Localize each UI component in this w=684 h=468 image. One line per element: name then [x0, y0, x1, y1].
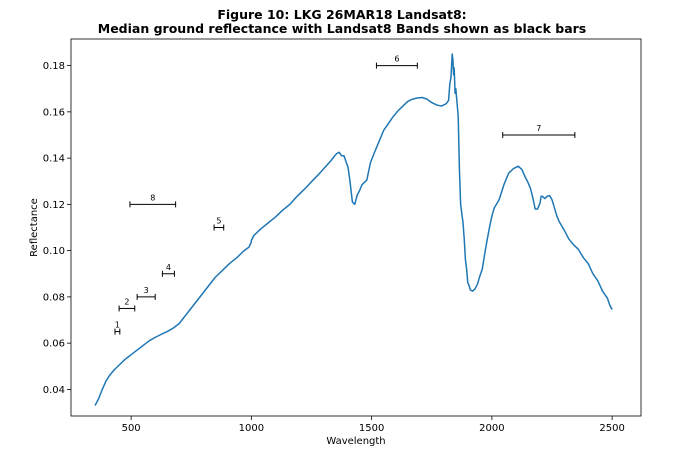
- x-tick-label: 2500: [599, 423, 624, 434]
- band-bar: 6: [375, 55, 418, 69]
- plot-frame: [70, 38, 642, 417]
- y-axis-label: Reflectance: [29, 198, 40, 257]
- band-bar: 3: [136, 286, 156, 300]
- band-bar: 2: [118, 297, 136, 312]
- reflectance-line: [94, 53, 613, 406]
- band-label: 2: [124, 297, 129, 306]
- band-label: 6: [394, 55, 399, 64]
- band-bar: 5: [213, 217, 225, 231]
- x-tick-label: 1000: [239, 423, 264, 434]
- band-label: 4: [166, 263, 171, 272]
- x-tick-label: 1500: [359, 423, 384, 434]
- y-tick-label: 0.06: [43, 339, 65, 350]
- y-tick-label: 0.10: [43, 246, 65, 257]
- band-label: 7: [536, 124, 541, 133]
- x-tick-label: 2000: [479, 423, 504, 434]
- band-bar: 7: [502, 124, 576, 138]
- band-bars-group: 1 2 3 4 5 6 7 8: [114, 55, 576, 335]
- x-tick-label: 500: [122, 423, 141, 434]
- chart-title-line-1: Figure 10: LKG 26MAR18 Landsat8:: [217, 7, 467, 22]
- x-axis: 500 1000 1500 2000 2500: [122, 416, 625, 434]
- y-tick-label: 0.08: [43, 292, 65, 303]
- band-bar: 4: [161, 263, 175, 277]
- band-bar: 1: [114, 321, 121, 335]
- y-tick-label: 0.18: [43, 61, 65, 72]
- band-bar: 8: [129, 193, 177, 208]
- y-tick-label: 0.14: [43, 154, 65, 165]
- y-axis: 0.04 0.06 0.08 0.10 0.12 0.14 0.16 0.18: [43, 61, 71, 396]
- y-tick-label: 0.04: [43, 385, 65, 396]
- y-tick-label: 0.16: [43, 107, 65, 118]
- chart-title: Figure 10: LKG 26MAR18 Landsat8: Median …: [0, 8, 684, 36]
- x-axis-label: Wavelength: [326, 436, 385, 447]
- band-label: 8: [150, 193, 155, 202]
- y-tick-label: 0.12: [43, 200, 65, 211]
- band-label: 5: [216, 217, 221, 226]
- band-label: 1: [115, 321, 120, 330]
- chart-title-line-2: Median ground reflectance with Landsat8 …: [97, 21, 587, 36]
- series-group: [94, 53, 613, 406]
- band-label: 3: [144, 286, 149, 295]
